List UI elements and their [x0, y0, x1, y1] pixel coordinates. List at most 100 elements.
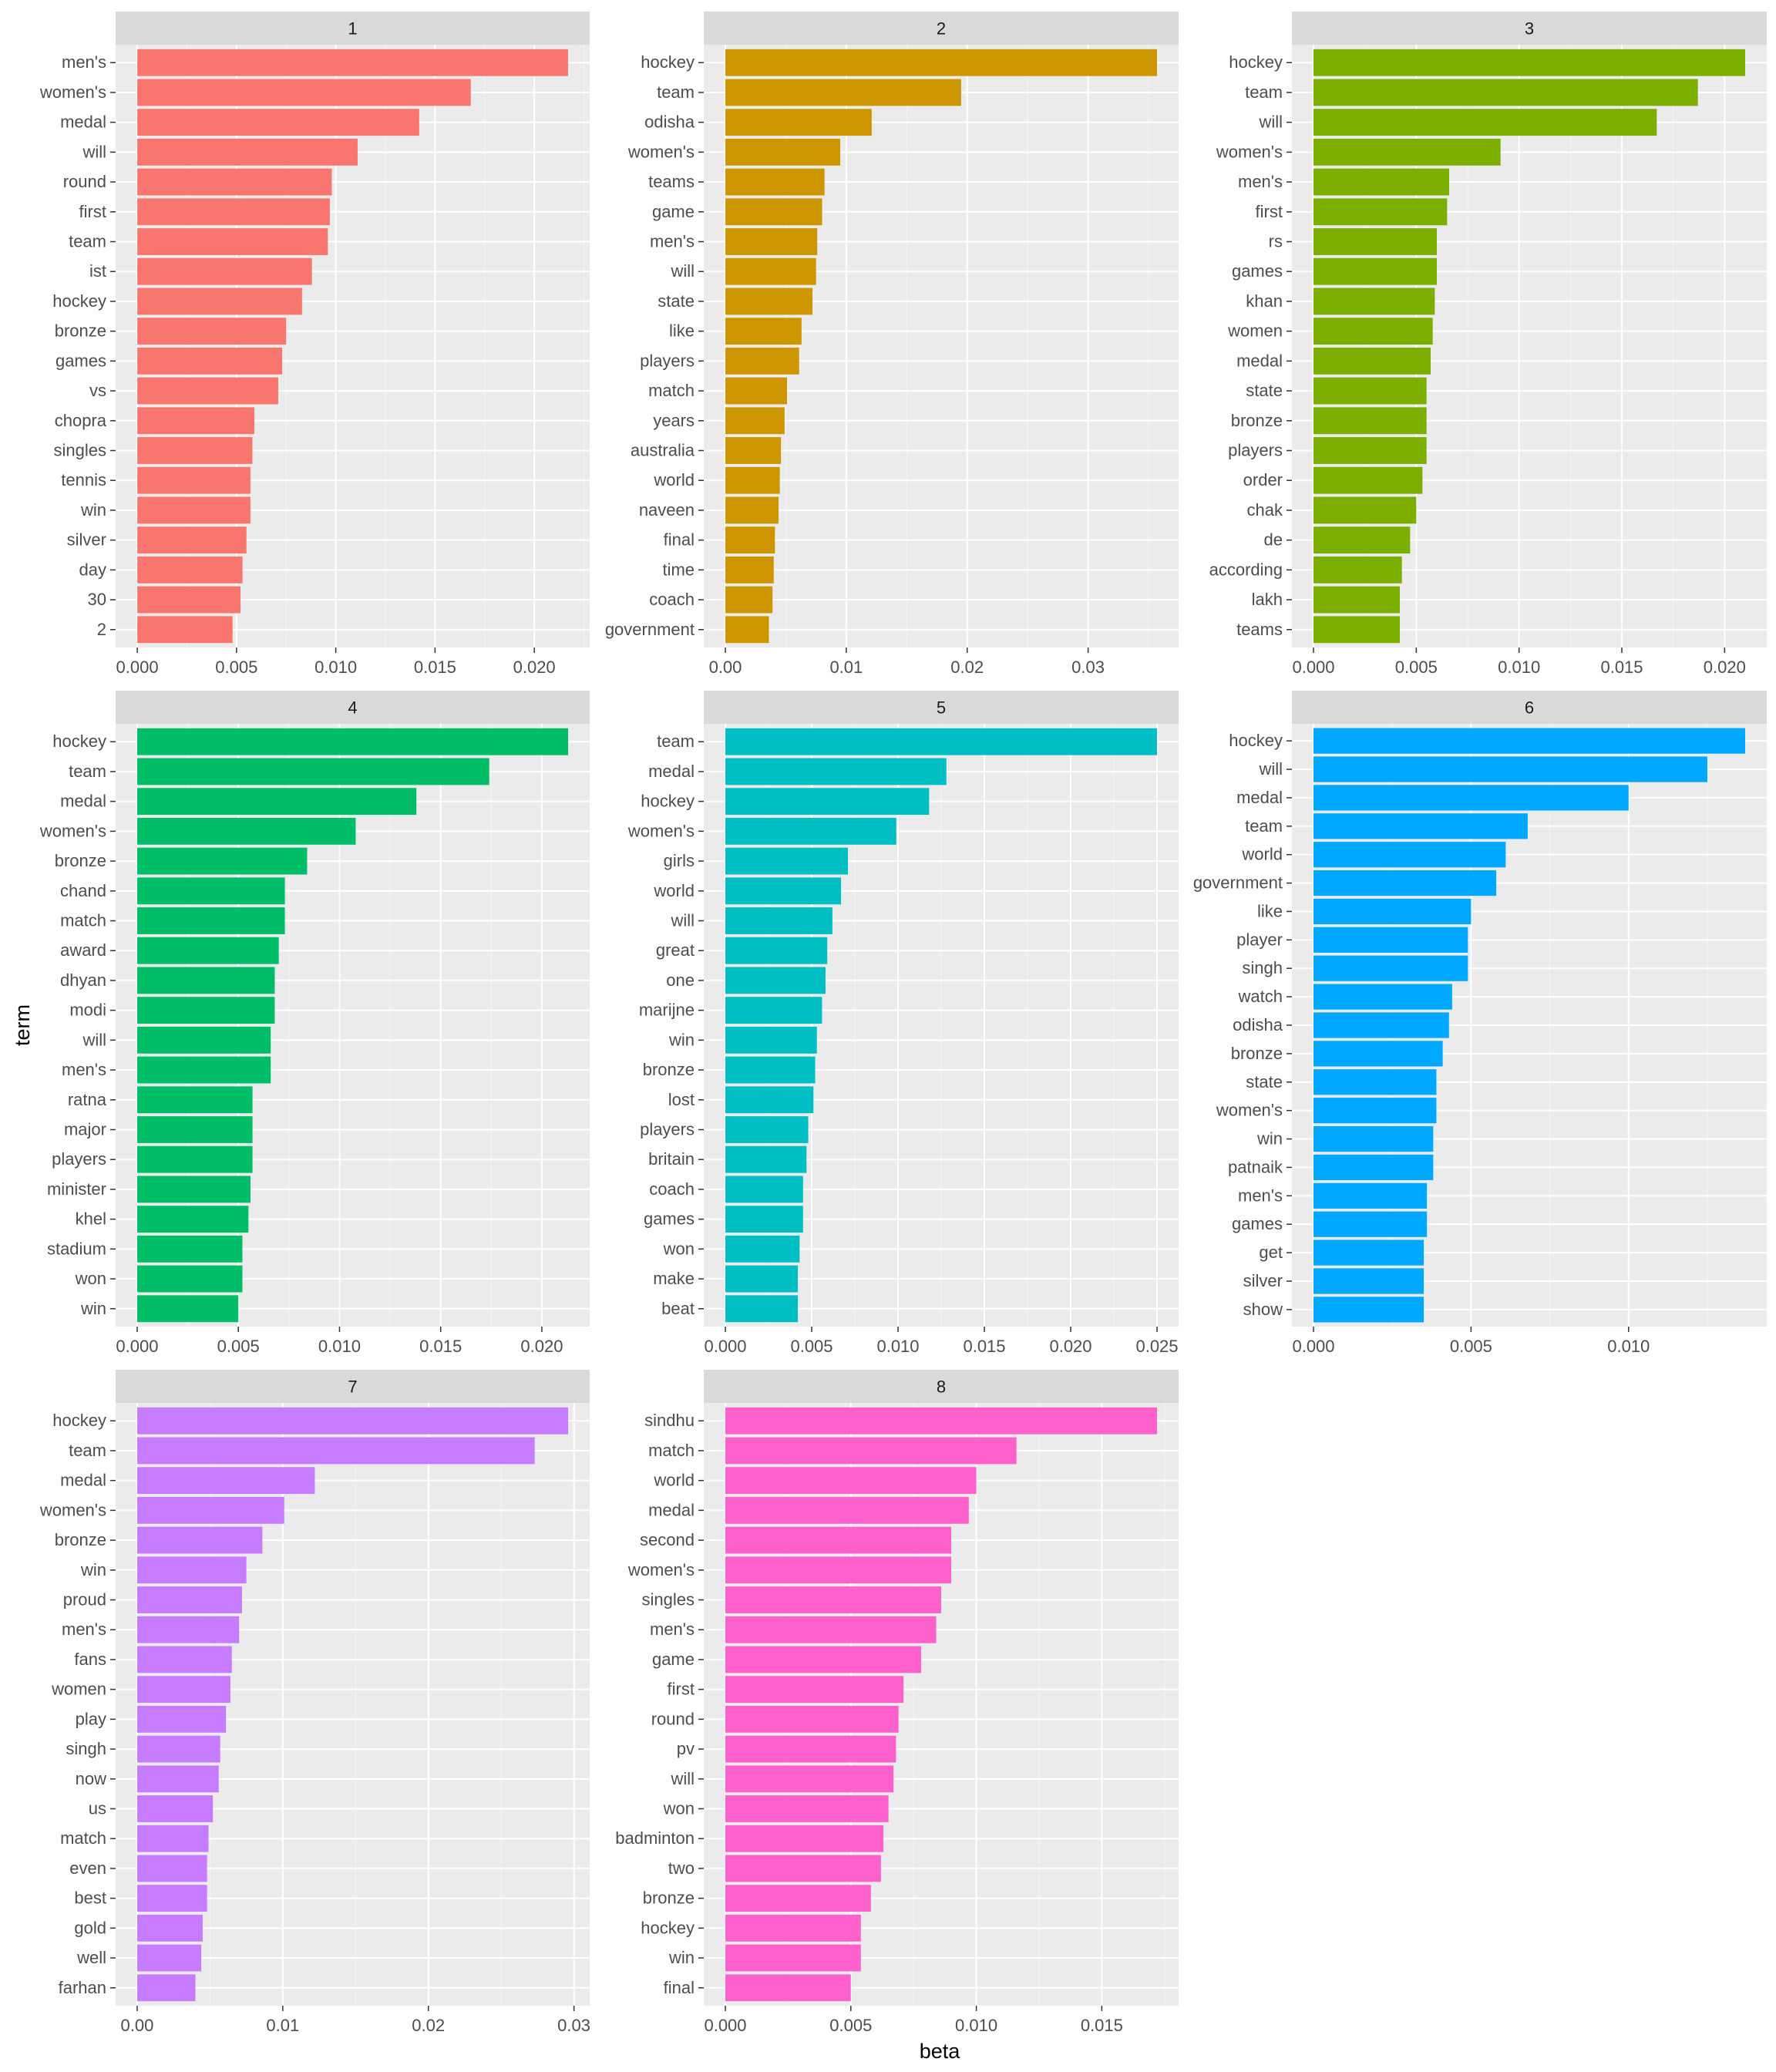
term-label: hockey [641, 52, 695, 72]
bar [136, 907, 285, 934]
bar [725, 1116, 809, 1143]
term-label: marijne [639, 1001, 695, 1020]
bar [1314, 870, 1497, 896]
x-tick-label: 0.010 [1498, 658, 1540, 677]
term-label: win [1256, 1129, 1283, 1149]
term-label: 2 [97, 620, 106, 639]
bar [136, 1825, 209, 1852]
bar [725, 1467, 977, 1495]
term-label: singh [1242, 958, 1283, 977]
bar [725, 1056, 816, 1084]
term-label: players [1228, 440, 1283, 459]
term-label: 30 [88, 590, 106, 609]
bar [725, 347, 799, 375]
facet-strip-6 [1292, 691, 1767, 724]
bar [1314, 1098, 1437, 1124]
bar [725, 1855, 881, 1882]
bar [136, 1885, 207, 1912]
bar [136, 997, 275, 1024]
term-label: win [668, 1030, 695, 1049]
bar [725, 257, 816, 285]
bar [725, 1586, 941, 1613]
term-label: girls [664, 851, 695, 870]
bar [137, 138, 358, 166]
term-label: hockey [52, 1411, 106, 1430]
term-label: great [656, 940, 695, 960]
x-tick-label: 0.02 [412, 2016, 445, 2035]
x-tick-label: 0.010 [314, 658, 357, 677]
bar [1314, 1182, 1428, 1209]
term-label: men's [62, 1620, 106, 1639]
facet-panel-5: 5 team medal hockey women's girls world will gre… [627, 691, 1179, 1356]
bar [725, 967, 826, 994]
term-label: world [653, 1471, 695, 1490]
term-label: hockey [641, 792, 695, 811]
x-tick-label: 0.015 [963, 1337, 1005, 1356]
term-label: second [640, 1530, 695, 1549]
term-label: make [653, 1269, 695, 1288]
facet-strip-label-8: 8 [937, 1377, 946, 1397]
term-label: women [51, 1680, 106, 1699]
term-label: team [1245, 82, 1283, 102]
facet-panel-3: 3 hockey team will women's men's first rs games k… [1209, 12, 1767, 677]
term-label: team [657, 82, 695, 102]
bar [725, 1646, 921, 1673]
term-label: like [669, 321, 695, 341]
bar [136, 1407, 569, 1435]
term-label: women's [1216, 142, 1283, 161]
term-label: bronze [643, 1060, 695, 1079]
term-label: match [648, 381, 695, 400]
bar [725, 407, 785, 435]
term-label: first [1256, 202, 1283, 221]
bar [725, 1705, 899, 1733]
term-label: tennis [61, 470, 106, 489]
bar [725, 496, 779, 524]
x-tick-label: 0.03 [557, 2016, 590, 2035]
term-label: match [60, 1828, 106, 1848]
bar [1314, 228, 1437, 255]
term-label: women's [627, 1560, 695, 1579]
bar [136, 1116, 253, 1143]
x-tick-label: 0.020 [513, 658, 556, 677]
x-tick-label: 0.03 [1071, 658, 1105, 677]
term-label: state [658, 291, 695, 311]
term-label: well [76, 1948, 106, 1967]
bar [725, 817, 896, 845]
term-label: sindhu [644, 1411, 695, 1430]
bar [725, 1265, 799, 1293]
facet-strip-3 [1292, 12, 1767, 45]
term-label: bronze [55, 1530, 106, 1549]
bar [136, 937, 279, 964]
facet-strip-1 [116, 12, 590, 45]
bar [136, 1176, 251, 1203]
term-label: us [89, 1798, 106, 1818]
facet-panel-8: 8 sindhu match world medal second women's singl… [615, 1370, 1179, 2035]
bar [137, 556, 243, 584]
bar [725, 758, 947, 785]
term-label: coach [649, 1179, 695, 1199]
facet-strip-label-5: 5 [937, 698, 946, 718]
term-label: hockey [641, 1918, 695, 1937]
term-label: day [79, 560, 106, 579]
bar [136, 1735, 220, 1763]
term-label: women's [39, 82, 106, 102]
bar [725, 616, 769, 644]
term-label: will [82, 1030, 106, 1049]
bar [725, 1944, 861, 1972]
x-tick-label: 0.000 [1292, 1337, 1334, 1356]
term-label: beat [661, 1299, 695, 1318]
term-label: won [663, 1239, 695, 1258]
x-tick-label: 0.020 [520, 1337, 563, 1356]
bar [1314, 1154, 1434, 1181]
bar [725, 288, 812, 315]
x-axis-title: beta [920, 2040, 961, 2063]
term-label: bronze [55, 321, 106, 341]
term-label: will [670, 261, 695, 281]
term-label: players [640, 351, 695, 370]
term-label: world [653, 470, 695, 489]
bar [136, 1586, 242, 1613]
bar [725, 1295, 799, 1323]
term-label: medal [60, 1471, 106, 1490]
term-label: win [668, 1948, 695, 1967]
term-label: watch [1238, 987, 1283, 1006]
